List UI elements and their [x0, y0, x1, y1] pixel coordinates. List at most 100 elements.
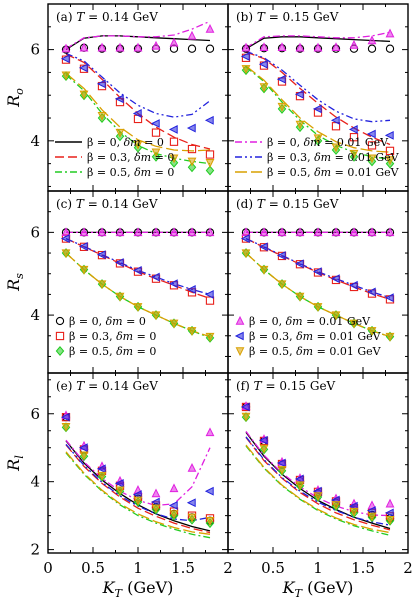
data-point: [169, 154, 179, 164]
series-line: [245, 36, 391, 50]
legend-lines-dm0: β = 0, δm = 0 β = 0.3, δm = 0 β = 0.5, δm …: [55, 136, 174, 179]
data-point: [367, 141, 377, 150]
data-point: [205, 159, 215, 168]
legend-label: β = 0.5, δm = 0.01 GeV: [249, 345, 382, 358]
data-point: [132, 266, 142, 275]
data-point: [60, 54, 70, 64]
data-point: [78, 63, 88, 73]
data-point: [60, 412, 70, 422]
panel-label: (a) T = 0.14 GeV: [56, 10, 158, 24]
data-point: [258, 242, 268, 252]
x-tick-label: 2: [403, 559, 413, 577]
data-point: [132, 490, 142, 499]
data-point: [276, 74, 286, 84]
y-tick-label: 6: [30, 405, 40, 423]
legend-label: β = 0.5, δm = 0: [87, 166, 174, 179]
series-line: [65, 451, 211, 535]
data-point: [79, 451, 89, 461]
data-point: [384, 130, 394, 140]
x-tick-label: 0.5: [81, 559, 105, 577]
x-tick-label: 0.5: [261, 559, 285, 577]
x-tick-label: 1: [133, 559, 143, 577]
series-line: [245, 50, 391, 123]
data-point: [331, 311, 341, 321]
panel-a: (a) T = 0.14 GeV: [47, 3, 229, 192]
data-point: [205, 296, 215, 305]
data-point: [204, 486, 214, 496]
plot-area: [240, 227, 395, 342]
y-tick-label: 4: [30, 132, 40, 150]
data-point: [133, 42, 143, 52]
plot-area: [60, 20, 215, 176]
series-line: [65, 452, 211, 539]
panel-label: (b) T = 0.15 GeV: [236, 10, 339, 24]
legend-lines-dm001: β = 0, δm = 0.01 GeV β = 0.3, δm = 0.01 G…: [235, 136, 400, 179]
data-point: [241, 227, 251, 237]
data-point: [169, 483, 179, 493]
data-point: [96, 250, 106, 260]
data-point: [313, 42, 323, 52]
data-point: [312, 104, 322, 114]
data-point: [151, 40, 161, 50]
data-point: [115, 292, 125, 302]
data-point: [366, 129, 376, 139]
data-point: [169, 510, 179, 520]
data-point: [205, 150, 215, 159]
panel-c: (c) T = 0.14 GeV: [47, 190, 229, 374]
panel-f: (f) T = 0.15 GeV: [227, 372, 409, 554]
series-line: [245, 65, 391, 153]
data-point: [277, 102, 287, 112]
data-point: [78, 242, 88, 251]
data-point: [276, 251, 286, 260]
panel-frame: [47, 372, 229, 554]
data-point: [150, 497, 160, 507]
data-point: [115, 42, 125, 52]
data-point: [294, 89, 304, 99]
data-point: [79, 42, 89, 52]
data-point: [259, 227, 269, 237]
legend-marker: [234, 331, 244, 341]
data-point: [331, 42, 341, 52]
data-point: [313, 303, 323, 312]
series-line: [65, 444, 211, 534]
y-tick-label: 4: [30, 306, 40, 324]
data-point: [114, 258, 124, 267]
data-point: [187, 144, 197, 154]
data-point: [349, 133, 359, 142]
data-point: [187, 462, 197, 472]
x-tick-label: 0: [43, 559, 53, 577]
series-line: [245, 31, 391, 49]
data-point: [384, 293, 394, 303]
data-point: [295, 120, 305, 130]
data-point: [60, 234, 70, 243]
series-line: [245, 238, 391, 299]
data-point: [187, 227, 197, 237]
data-point: [330, 115, 340, 125]
y-tick-label: 4: [30, 473, 40, 491]
legend-label: β = 0.3, δm = 0.01 GeV: [249, 330, 382, 343]
data-point: [151, 227, 161, 237]
series-line: [245, 66, 391, 160]
data-point: [133, 227, 143, 237]
data-point: [205, 227, 215, 237]
x-tick-label: 1.5: [351, 559, 375, 577]
series-line: [65, 52, 211, 118]
data-point: [385, 498, 395, 508]
data-point: [367, 154, 377, 164]
data-point: [295, 292, 305, 302]
data-point: [241, 249, 251, 259]
data-point: [294, 474, 304, 484]
y-axis-label: Rs: [4, 273, 26, 292]
data-point: [169, 319, 179, 329]
series-line: [65, 238, 211, 296]
panel-frame: [227, 372, 409, 554]
data-point: [186, 285, 196, 294]
x-tick-label: 1.5: [171, 559, 195, 577]
data-point: [61, 422, 71, 432]
data-point: [277, 42, 287, 52]
legend-label: β = 0.3, δm = 0: [69, 330, 156, 343]
data-point: [61, 43, 71, 53]
data-point: [205, 427, 215, 437]
data-point: [331, 227, 341, 237]
